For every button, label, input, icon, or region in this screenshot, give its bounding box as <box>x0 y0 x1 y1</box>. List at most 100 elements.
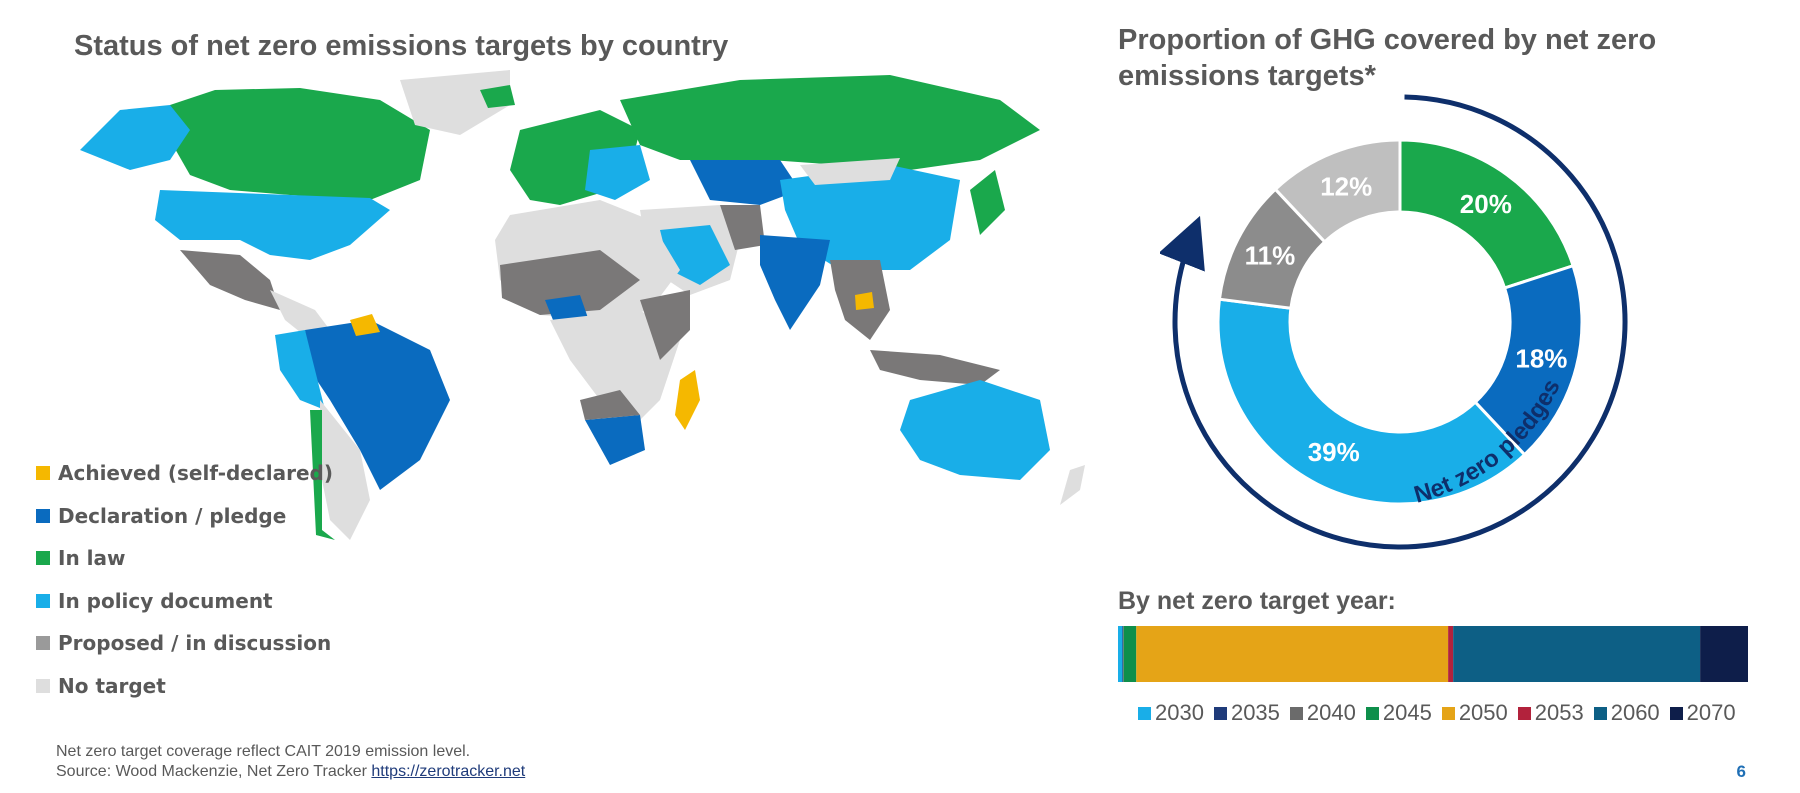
map-region-brazil <box>305 320 450 490</box>
bar-segment-2035 <box>1122 626 1124 682</box>
map-region-iran <box>720 205 765 250</box>
map-region-cambodia <box>855 292 874 310</box>
year-swatch <box>1593 706 1607 720</box>
legend-item-in-law: In law <box>36 537 333 580</box>
year-label: 2060 <box>1610 700 1660 725</box>
bar-segment-2045 <box>1123 626 1137 682</box>
map-region-iceland <box>480 85 515 108</box>
year-label: 2035 <box>1230 700 1280 725</box>
year-legend-item: 2030 <box>1138 700 1204 726</box>
legend-swatch <box>36 678 50 693</box>
map-region-india <box>760 235 830 330</box>
year-label: 2030 <box>1155 700 1204 725</box>
legend-item-achieved: Achieved (self-declared) <box>36 452 333 495</box>
map-region-canada <box>170 88 430 200</box>
map-region-southern-africa <box>580 390 640 420</box>
year-legend-item: 2070 <box>1669 700 1736 726</box>
bar-segment-2060 <box>1453 626 1701 682</box>
footnote: Net zero target coverage reflect CAIT 20… <box>56 742 525 782</box>
map-region-east-africa <box>640 290 690 360</box>
donut-label: 12% <box>1320 171 1372 201</box>
donut-labels: 20% 18% 39% 11% 12% <box>1245 171 1568 467</box>
legend-swatch <box>36 508 50 523</box>
bar-segment-2030 <box>1118 626 1123 682</box>
map-region-mexico <box>180 250 280 310</box>
bar-segment-2040 <box>1123 626 1124 682</box>
year-swatch <box>1289 706 1303 720</box>
donut-slice-in-policy-document <box>1216 297 1527 506</box>
year-label: 2040 <box>1306 700 1356 725</box>
map-region-kazakhstan <box>690 160 800 205</box>
map-region-new-zealand <box>1060 465 1085 505</box>
legend-label: Achieved (self-declared) <box>58 461 333 486</box>
page-number: 6 <box>1736 762 1746 781</box>
source-link[interactable]: https://zerotracker.net <box>371 763 526 780</box>
year-legend-item: 2050 <box>1441 700 1508 726</box>
donut-title: Proportion of GHG covered by net zero em… <box>1118 24 1657 92</box>
bar-title: By net zero target year: <box>1118 587 1396 615</box>
footnote-line-2: Source: Wood Mackenzie, Net Zero Tracker… <box>56 762 525 782</box>
legend-swatch <box>36 593 50 608</box>
year-swatch <box>1517 706 1531 720</box>
target-year-bar <box>1118 626 1748 682</box>
footnote-line-1: Net zero target coverage reflect CAIT 20… <box>56 743 471 760</box>
legend-label: Declaration / pledge <box>58 503 287 528</box>
donut-slice-in-law <box>1398 138 1575 290</box>
year-label: 2050 <box>1458 700 1508 725</box>
map-region-sahel <box>500 250 640 315</box>
year-legend-item: 2053 <box>1517 700 1584 726</box>
legend-item-declaration: Declaration / pledge <box>36 495 333 538</box>
donut-label: 11% <box>1245 241 1296 271</box>
donut-slice-no-target <box>1273 138 1402 244</box>
bar-segment-2070 <box>1700 626 1748 682</box>
legend-swatch <box>36 551 50 566</box>
year-legend-item: 2040 <box>1289 700 1356 726</box>
legend-swatch <box>36 636 50 651</box>
map-region-chile-argentina <box>320 400 370 540</box>
legend-label: No target <box>58 673 166 698</box>
legend-label: In law <box>58 546 126 571</box>
year-swatch <box>1365 706 1379 720</box>
bar-segment-2053 <box>1448 626 1454 682</box>
map-region-australia <box>900 380 1050 480</box>
legend-label: In policy document <box>58 588 273 613</box>
map-region-south-africa <box>585 415 645 465</box>
map-region-guyana <box>350 314 380 336</box>
legend-swatch <box>36 466 50 481</box>
year-swatch <box>1213 706 1227 720</box>
donut-slices <box>1216 138 1584 506</box>
world-map <box>80 70 1085 540</box>
map-region-greenland <box>400 70 510 135</box>
map-region-madagascar <box>675 370 700 430</box>
legend-item-policy: In policy document <box>36 580 333 623</box>
donut-label: 20% <box>1460 189 1512 219</box>
legend-label: Proposed / in discussion <box>58 631 332 656</box>
map-region-peru <box>275 330 325 410</box>
year-legend: 2030 2035 2040 2045 2050 2053 2060 2070 <box>1138 700 1736 726</box>
map-region-alaska <box>80 105 190 170</box>
map-continents <box>80 70 1085 540</box>
year-legend-item: 2045 <box>1365 700 1432 726</box>
year-legend-item: 2035 <box>1213 700 1280 726</box>
map-region-usa <box>155 190 390 260</box>
year-label: 2045 <box>1382 700 1432 725</box>
net-zero-pledges-arrow <box>1160 94 1628 550</box>
donut-label: 18% <box>1515 343 1567 373</box>
map-title: Status of net zero emissions targets by … <box>74 30 729 62</box>
year-label: 2070 <box>1686 700 1736 725</box>
map-region-indonesia <box>870 350 1000 385</box>
map-region-russia <box>620 75 1040 170</box>
map-region-mongolia <box>800 158 900 185</box>
source-text: Source: Wood Mackenzie, Net Zero Tracker <box>56 763 372 780</box>
map-region-central-america <box>270 290 330 340</box>
donut-chart: 20%18%39%11%12% Net zero pledges <box>1160 94 1628 550</box>
year-label: 2053 <box>1534 700 1584 725</box>
map-legend: Achieved (self-declared) Declaration / p… <box>36 452 333 707</box>
map-region-chile <box>310 410 335 540</box>
legend-item-proposed: Proposed / in discussion <box>36 622 333 665</box>
bar-segments <box>1118 626 1748 682</box>
map-region-eastern-europe <box>585 145 650 200</box>
map-region-central-africa <box>550 310 680 430</box>
map-region-japan <box>970 170 1005 235</box>
donut-label: 39% <box>1308 437 1360 467</box>
